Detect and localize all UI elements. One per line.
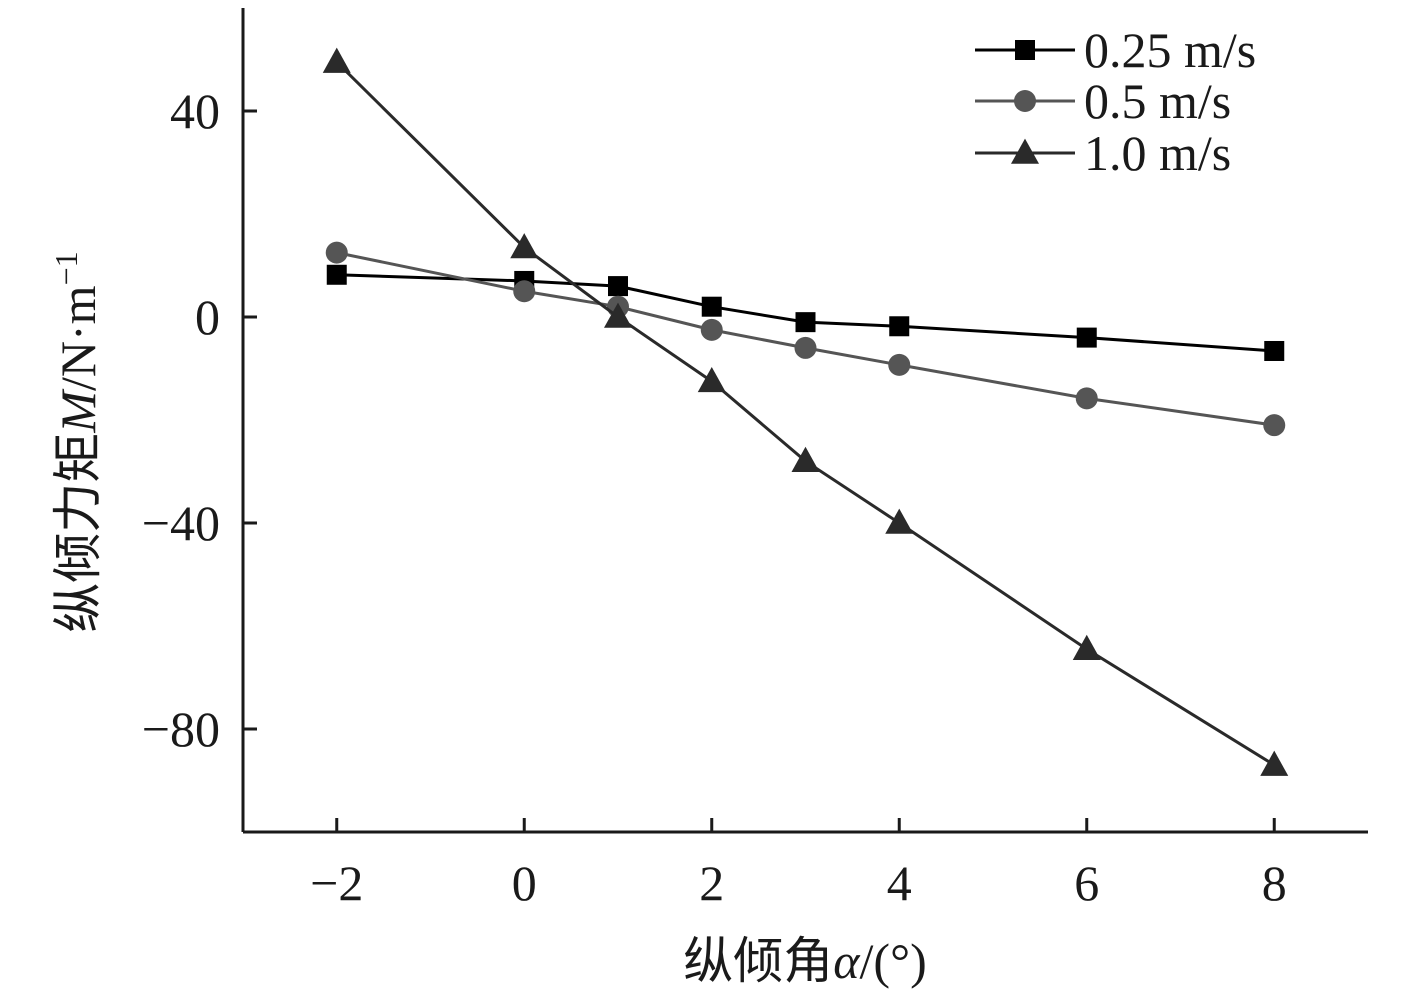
- y-tick-label: 0: [195, 289, 220, 345]
- data-point: [885, 508, 914, 534]
- legend-item: 1.0 m/s: [975, 125, 1231, 181]
- data-point: [322, 47, 351, 73]
- series-line: [336, 273, 1275, 353]
- x-tick-label: 6: [1074, 855, 1099, 911]
- data-point: [888, 353, 911, 376]
- data-point: [513, 280, 536, 303]
- x-axis-label: 纵倾角α/(°): [683, 933, 926, 989]
- data-point: [326, 264, 347, 285]
- x-tick-label: 8: [1262, 855, 1287, 911]
- x-tick-label: 0: [512, 855, 537, 911]
- legend-marker: [1011, 138, 1039, 164]
- data-point: [700, 318, 723, 341]
- legend-label: 0.25 m/s: [1084, 22, 1256, 78]
- y-axis-ticks: 40 0 −40 −80: [142, 83, 257, 757]
- y-axis-label: 纵倾力矩M/N·m−1: [48, 251, 106, 632]
- x-tick-label: −2: [310, 855, 363, 911]
- legend-item: 0.5 m/s: [975, 73, 1231, 129]
- data-point: [1263, 414, 1286, 437]
- data-point: [1075, 387, 1098, 410]
- data-point: [795, 312, 816, 333]
- data-point: [1264, 340, 1285, 361]
- data-point: [1260, 750, 1289, 776]
- x-tick-label: 4: [887, 855, 912, 911]
- data-point: [791, 446, 820, 472]
- series-square: [326, 264, 1285, 361]
- data-point: [701, 296, 722, 317]
- data-point: [794, 336, 817, 359]
- data-point: [325, 241, 348, 264]
- series-layer: [322, 47, 1289, 776]
- series-line: [336, 251, 1275, 427]
- data-point: [604, 302, 632, 328]
- data-point: [1076, 327, 1097, 348]
- y-tick-label: 40: [170, 83, 220, 139]
- y-tick-label: −80: [142, 701, 220, 757]
- x-axis-ticks: −2 0 2 4 6 8: [310, 818, 1287, 911]
- data-point: [889, 316, 910, 337]
- legend-label: 0.5 m/s: [1084, 73, 1231, 129]
- data-point: [510, 233, 539, 259]
- data-point: [1072, 634, 1101, 660]
- x-tick-label: 2: [699, 855, 724, 911]
- legend: 0.25 m/s0.5 m/s1.0 m/s: [975, 22, 1256, 181]
- series-circle: [325, 241, 1286, 437]
- data-point: [697, 366, 726, 393]
- legend-label: 1.0 m/s: [1084, 125, 1231, 181]
- series-triangle: [322, 47, 1289, 776]
- axes: [241, 8, 1368, 834]
- series-line: [335, 61, 1276, 767]
- legend-marker: [1015, 40, 1035, 60]
- y-tick-label: −40: [142, 495, 220, 551]
- data-point: [608, 276, 628, 297]
- legend-item: 0.25 m/s: [975, 22, 1256, 78]
- legend-marker: [1014, 90, 1036, 112]
